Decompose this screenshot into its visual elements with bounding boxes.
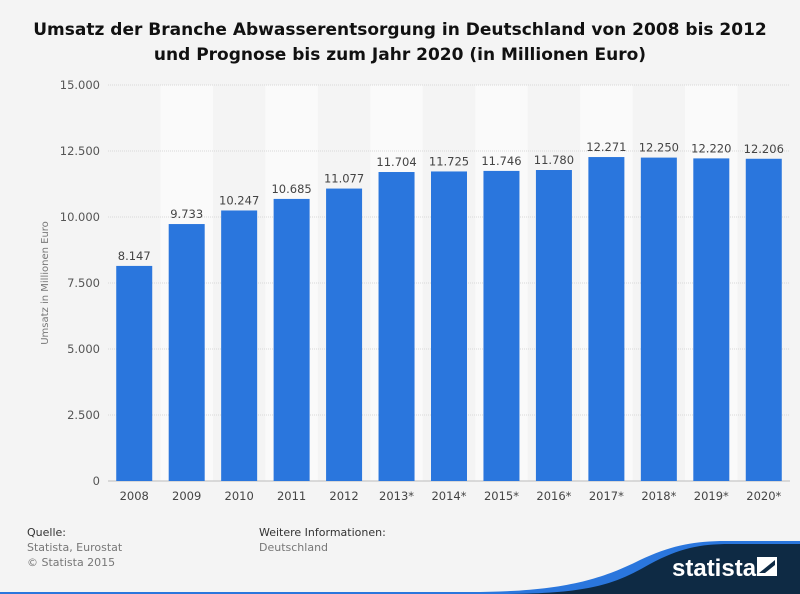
source-text[interactable]: Statista, Eurostat	[27, 541, 123, 554]
info-text: Deutschland	[259, 541, 329, 554]
x-tick-label: 2016*	[536, 489, 571, 503]
data-label: 10.685	[271, 182, 311, 196]
x-tick-label: 2009	[172, 489, 201, 503]
info-label: Weitere Informationen:	[259, 526, 386, 539]
chart-title: Umsatz der Branche Abwasserentsorgung in…	[0, 18, 800, 68]
y-tick-label: 12.500	[60, 144, 100, 158]
x-tick-label: 2010	[225, 489, 254, 503]
statista-logo[interactable]: statista	[672, 555, 757, 582]
y-axis-title: Umsatz in Millionen Euro	[40, 221, 51, 345]
bar-2018*	[640, 157, 677, 481]
x-tick-label: 2008	[120, 489, 149, 503]
data-label: 12.250	[639, 141, 679, 155]
copyright-text: © Statista 2015	[27, 556, 116, 569]
data-label: 11.780	[534, 153, 574, 167]
y-tick-label: 2.500	[67, 408, 100, 422]
data-label: 11.746	[481, 154, 521, 168]
info-block: Weitere Informationen: Deutschland	[259, 525, 386, 555]
data-label: 11.077	[324, 172, 364, 186]
bar-2014*	[431, 171, 467, 481]
bar-2010	[221, 210, 258, 482]
x-tick-label: 2018*	[641, 489, 676, 503]
y-tick-label: 15.000	[60, 78, 100, 92]
bar-2015*	[483, 170, 520, 482]
data-label: 10.247	[219, 193, 259, 207]
bar-2011	[273, 198, 310, 481]
title-line-2: und Prognose bis zum Jahr 2020 (in Milli…	[153, 45, 647, 65]
bar-2013*	[378, 172, 415, 481]
y-tick-label: 0	[93, 474, 100, 488]
footer-swoosh: statista	[0, 541, 800, 594]
y-tick-label: 7.500	[67, 276, 100, 290]
bar-2016*	[535, 170, 572, 481]
bar-2009	[168, 224, 205, 481]
bar-2020*	[745, 158, 782, 481]
x-tick-label: 2012	[329, 489, 358, 503]
data-label: 12.206	[744, 142, 784, 156]
x-tick-label: 2015*	[484, 489, 519, 503]
data-label: 9.733	[170, 207, 203, 221]
bar-2008	[116, 265, 153, 481]
data-label: 12.271	[586, 140, 626, 154]
data-label: 11.725	[429, 154, 469, 168]
source-label: Quelle:	[27, 526, 66, 539]
x-tick-label: 2011	[277, 489, 306, 503]
x-tick-label: 2013*	[379, 489, 414, 503]
bar-2017*	[588, 157, 625, 481]
y-tick-label: 10.000	[60, 210, 100, 224]
x-tick-label: 2017*	[589, 489, 624, 503]
x-tick-label: 2019*	[694, 489, 729, 503]
bar-2019*	[693, 158, 730, 481]
x-tick-label: 2020*	[746, 489, 781, 503]
x-tick-label: 2014*	[431, 489, 466, 503]
data-label: 12.220	[691, 141, 731, 155]
title-line-1: Umsatz der Branche Abwasserentsorgung in…	[33, 20, 767, 40]
statista-logo-icon	[757, 557, 777, 576]
data-label: 8.147	[118, 249, 151, 263]
y-tick-label: 5.000	[67, 342, 100, 356]
data-label: 11.704	[376, 155, 416, 169]
source-block: Quelle: Statista, Eurostat © Statista 20…	[27, 525, 122, 570]
bar-2012	[326, 188, 363, 481]
